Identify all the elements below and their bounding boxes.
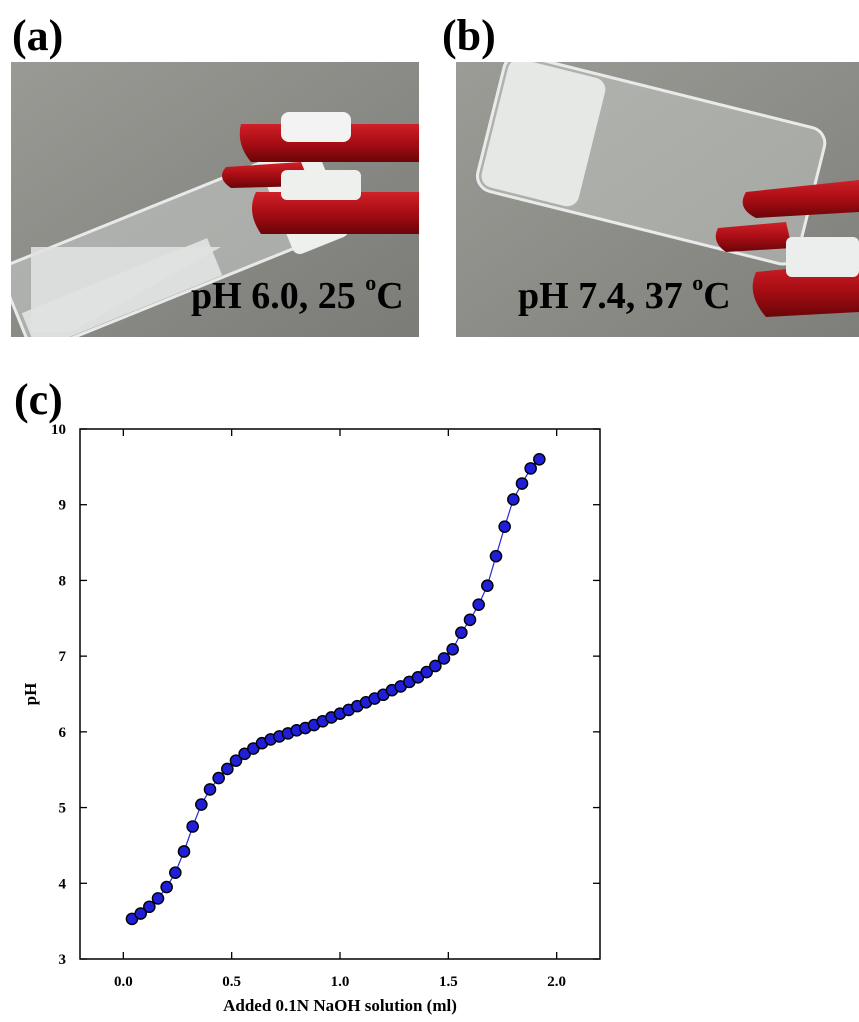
- panel-label-c: (c): [14, 375, 63, 424]
- x-tick-label: 2.0: [547, 974, 566, 990]
- data-point: [515, 477, 529, 490]
- caption-b-degree: o: [692, 270, 704, 296]
- data-point: [533, 452, 546, 466]
- data-point: [151, 892, 165, 905]
- y-axis-title: pH: [21, 683, 40, 706]
- data-point: [507, 493, 520, 506]
- y-tick-label: 6: [59, 725, 67, 741]
- caption-a-unit: C: [376, 275, 404, 317]
- y-tick-label: 7: [59, 649, 67, 665]
- data-point: [489, 549, 503, 563]
- y-tick-label: 10: [51, 422, 66, 438]
- caption-a-text: pH 6.0, 25: [191, 275, 366, 317]
- y-tick-label: 4: [59, 876, 67, 892]
- data-point: [212, 771, 225, 785]
- data-point: [481, 579, 494, 593]
- photo-caption-a: pH 6.0, 25 oC: [191, 270, 404, 318]
- y-tick-label: 5: [59, 801, 67, 817]
- x-tick-label: 1.5: [439, 974, 458, 990]
- x-tick-label: 0.0: [114, 974, 133, 990]
- photo-vial-gel-state: pH 7.4, 37 oC: [456, 62, 859, 337]
- data-point: [186, 820, 199, 833]
- data-point: [420, 665, 433, 679]
- y-axis: 3 4 5 6 7 8 9 10: [51, 422, 600, 968]
- x-tick-label: 0.5: [222, 974, 241, 990]
- data-point: [498, 520, 511, 533]
- data-markers: [125, 452, 546, 926]
- titration-chart: 0.0 0.5 1.0 1.5 2.0 3 4 5 6 7 8 9 10 Added 0.1N NaO…: [21, 422, 601, 1015]
- data-point: [143, 900, 156, 914]
- caption-a-degree: o: [365, 270, 377, 296]
- series-line: [131, 458, 540, 920]
- data-point: [463, 613, 477, 627]
- data-point: [160, 880, 173, 894]
- y-tick-label: 3: [59, 952, 67, 968]
- data-point: [455, 626, 468, 639]
- caption-b-unit: C: [703, 275, 731, 317]
- data-point: [229, 754, 243, 767]
- data-point: [472, 598, 485, 611]
- data-point: [134, 907, 147, 920]
- data-point: [169, 866, 182, 879]
- panel-label-b: (b): [442, 11, 496, 60]
- data-point: [437, 652, 451, 665]
- caption-b-text: pH 7.4, 37: [518, 275, 693, 317]
- x-tick-label: 1.0: [331, 974, 350, 990]
- y-tick-label: 9: [59, 498, 67, 514]
- data-point: [203, 783, 217, 796]
- data-point: [429, 659, 442, 673]
- data-point: [446, 643, 459, 656]
- x-axis: 0.0 0.5 1.0 1.5 2.0: [114, 429, 566, 990]
- data-point: [195, 798, 208, 811]
- y-tick-label: 8: [59, 573, 67, 589]
- x-axis-title: Added 0.1N NaOH solution (ml): [223, 996, 457, 1015]
- plot-frame: [79, 428, 601, 960]
- data-point: [177, 845, 191, 858]
- panel-label-a: (a): [12, 11, 64, 60]
- photo-vial-sol-state: pH 6.0, 25 oC: [11, 62, 419, 337]
- data-point: [524, 462, 537, 475]
- photo-caption-b: pH 7.4, 37 oC: [518, 270, 731, 318]
- data-point: [221, 762, 234, 776]
